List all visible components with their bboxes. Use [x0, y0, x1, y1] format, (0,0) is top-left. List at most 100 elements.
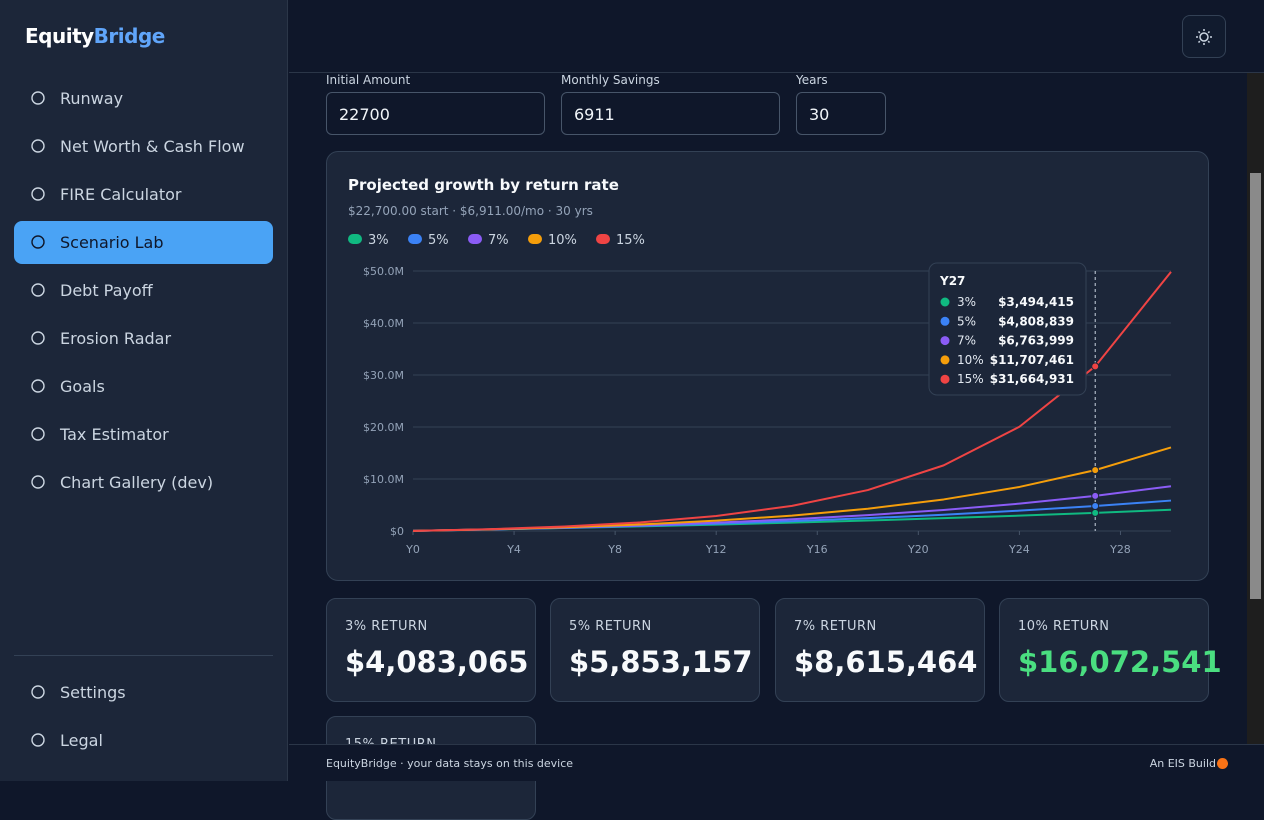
hover-dot [1091, 501, 1100, 510]
card-label: 7% RETURN [794, 619, 877, 634]
nav-label: FIRE Calculator [60, 185, 182, 204]
brand: EquityBridge [25, 24, 165, 48]
brand-part: Equity [25, 24, 94, 48]
footer-text: EquityBridge · your data stays on this d… [326, 757, 574, 770]
card-value: $16,072,541 [1018, 645, 1222, 679]
legend-label: 7% [488, 233, 509, 248]
result-card: 7% RETURN $8,615,464 [775, 598, 985, 702]
tooltip-name: 10% [957, 353, 984, 367]
legend-label: 5% [428, 233, 449, 248]
chart-panel: Projected growth by return rate $22,700.0… [326, 151, 1209, 581]
x-tick-label: Y24 [1008, 543, 1030, 556]
top-bar [289, 0, 1264, 73]
input[interactable]: 6911 [561, 92, 780, 135]
y-tick-label: $20.0M [363, 421, 404, 434]
tooltip-swatch [940, 374, 950, 384]
legend-label: 15% [616, 233, 645, 248]
nav-item[interactable]: Erosion Radar [14, 317, 273, 360]
nav-label: Debt Payoff [60, 281, 153, 300]
nav-icon [31, 685, 45, 699]
x-tick-label: Y20 [907, 543, 929, 556]
nav-item[interactable]: FIRE Calculator [14, 173, 273, 216]
x-tick-label: Y16 [806, 543, 828, 556]
input[interactable]: 22700 [326, 92, 545, 135]
nav-item[interactable]: Runway [14, 77, 273, 120]
legend-label: 10% [548, 233, 577, 248]
x-tick-label: Y28 [1109, 543, 1131, 556]
y-tick-label: $0 [390, 525, 404, 538]
card-value: $8,615,464 [794, 645, 978, 679]
nav-item[interactable]: Tax Estimator [14, 413, 273, 456]
y-tick-label: $40.0M [363, 317, 404, 330]
tooltip-swatch [940, 336, 950, 346]
input-label: Monthly Savings [561, 73, 660, 87]
x-tick-label: Y12 [705, 543, 727, 556]
nav-label: Chart Gallery (dev) [60, 473, 214, 492]
nav-item[interactable]: Chart Gallery (dev) [14, 461, 273, 504]
card-value: $5,853,157 [569, 645, 753, 679]
nav-icon [31, 187, 45, 201]
nav-item[interactable]: Scenario Lab [14, 221, 273, 264]
theme-toggle[interactable] [1182, 15, 1226, 58]
scroll-thumb[interactable] [1250, 173, 1261, 599]
card-value: $4,083,065 [345, 645, 529, 679]
legend-swatch [528, 234, 542, 244]
nav-label: Erosion Radar [60, 329, 172, 348]
y-tick-label: $10.0M [363, 473, 404, 486]
nav-item[interactable]: Net Worth & Cash Flow [14, 125, 273, 168]
nav-icon [31, 331, 45, 345]
tooltip-value: $31,664,931 [990, 372, 1074, 386]
card-label: 3% RETURN [345, 619, 428, 634]
nav-label: Scenario Lab [60, 233, 164, 252]
nav-label: Tax Estimator [60, 425, 169, 444]
nav-label: Goals [60, 377, 105, 396]
status-dot [1217, 758, 1228, 769]
nav-icon [31, 283, 45, 297]
sidebar: EquityBridge Runway Net Worth & Cash Flow… [0, 0, 288, 781]
x-tick-label: Y4 [506, 543, 521, 556]
scrollbar[interactable] [1247, 73, 1264, 744]
nav-label: Settings [60, 683, 126, 702]
nav-icon [31, 235, 45, 249]
nav-item[interactable]: Legal [14, 719, 273, 762]
sun-icon [1196, 29, 1212, 45]
tooltip-name: 5% [957, 314, 976, 328]
chart: Projected growth by return rate $22,700.0… [348, 176, 1172, 556]
nav-icon [31, 733, 45, 747]
y-tick-label: $50.0M [363, 265, 404, 278]
input-label: Initial Amount [326, 73, 411, 87]
tooltip-title: Y27 [939, 274, 965, 288]
legend-swatch [348, 234, 362, 244]
tooltip-swatch [940, 297, 950, 307]
brand-part: Bridge [93, 24, 166, 48]
input-label: Years [796, 73, 828, 87]
tooltip [928, 262, 1087, 396]
nav-item[interactable]: Settings [14, 671, 273, 714]
tooltip-name: 7% [957, 334, 976, 348]
nav-label: Runway [60, 89, 124, 108]
nav-label: Net Worth & Cash Flow [60, 137, 245, 156]
nav-icon [31, 91, 45, 105]
result-card: 5% RETURN $5,853,157 [550, 598, 760, 702]
result-card: 10% RETURN $16,072,541 [999, 598, 1222, 702]
legend-label: 3% [368, 233, 389, 248]
input[interactable]: 30 [796, 92, 886, 135]
nav-label: Legal [60, 731, 103, 750]
chart-title: Projected growth by return rate [348, 176, 619, 194]
legend-swatch [596, 234, 610, 244]
legend-swatch [408, 234, 422, 244]
tooltip-name: 3% [957, 295, 976, 309]
footer-text: An EIS Build [1149, 757, 1216, 770]
separator [14, 655, 273, 656]
card-label: 5% RETURN [569, 619, 652, 634]
y-tick-label: $30.0M [363, 369, 404, 382]
tooltip-value: $3,494,415 [998, 295, 1074, 309]
tooltip-value: $6,763,999 [998, 334, 1074, 348]
tooltip-name: 15% [957, 372, 984, 386]
nav-item[interactable]: Debt Payoff [14, 269, 273, 312]
nav-icon [31, 379, 45, 393]
nav-item[interactable]: Goals [14, 365, 273, 408]
x-tick-label: Y8 [607, 543, 622, 556]
hover-dot [1091, 491, 1100, 500]
x-tick-label: Y0 [405, 543, 420, 556]
